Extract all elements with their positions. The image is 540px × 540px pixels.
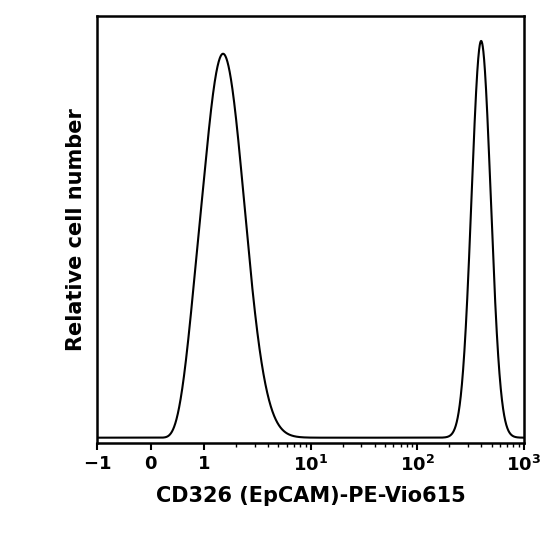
X-axis label: CD326 (EpCAM)-PE-Vio615: CD326 (EpCAM)-PE-Vio615 <box>156 486 465 506</box>
Y-axis label: Relative cell number: Relative cell number <box>66 108 86 351</box>
